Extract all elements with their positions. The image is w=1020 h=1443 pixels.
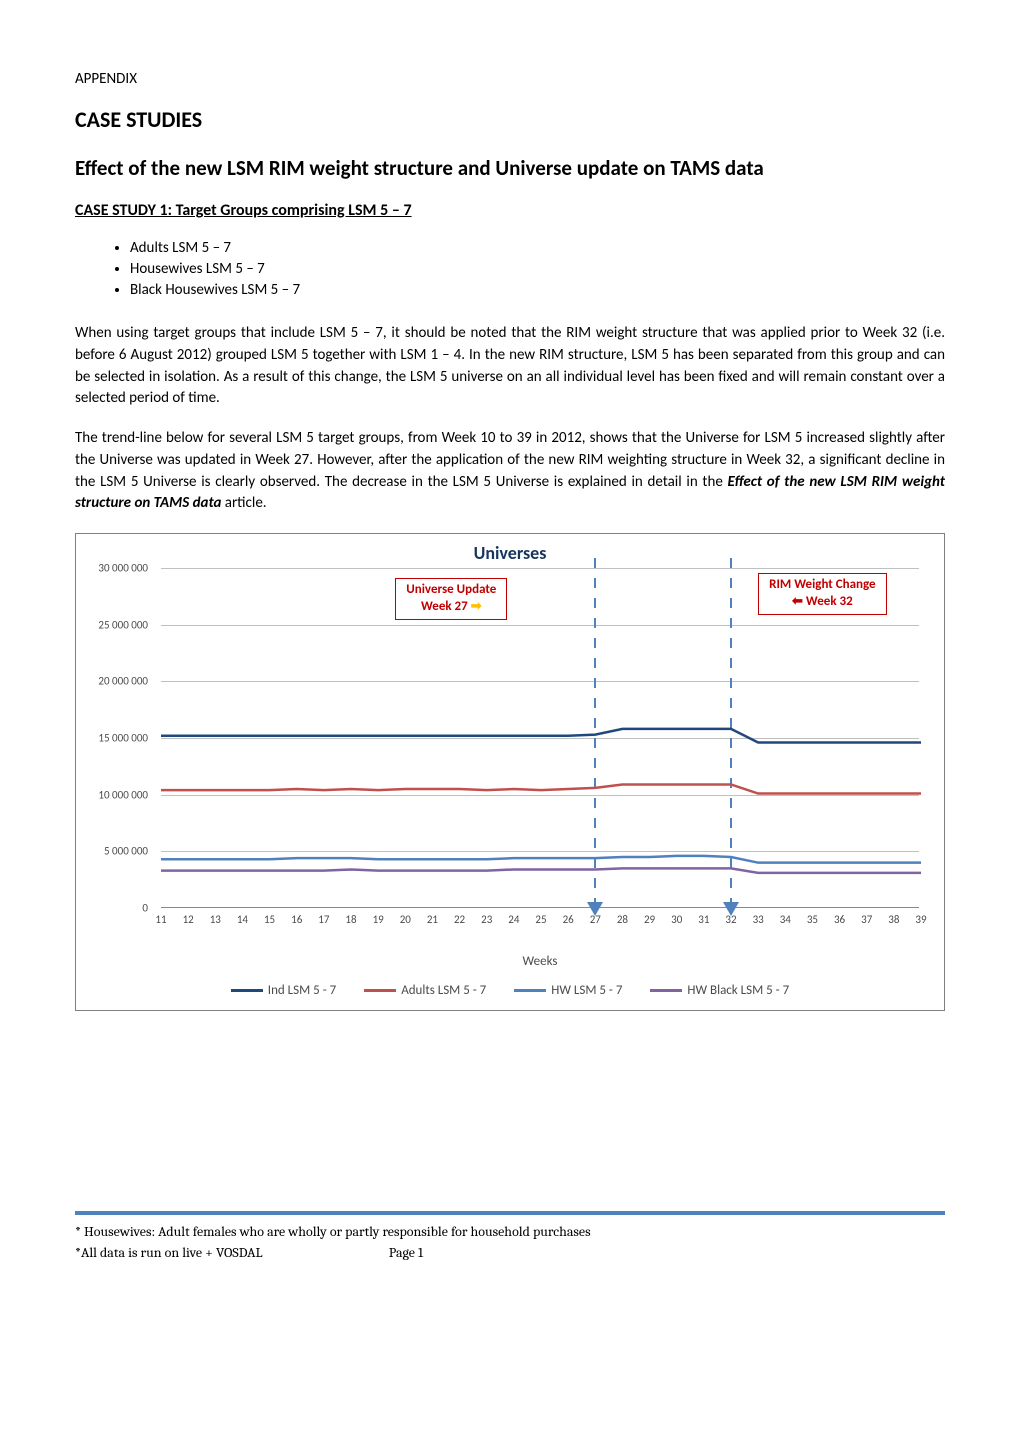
x-tick-label: 37 — [861, 913, 872, 926]
x-tick-label: 27 — [590, 913, 601, 926]
y-axis: 05 000 00010 000 00015 000 00020 000 000… — [81, 568, 156, 908]
x-tick-label: 34 — [780, 913, 791, 926]
x-tick-label: 24 — [508, 913, 519, 926]
x-tick-label: 18 — [345, 913, 356, 926]
universes-chart: Universes 0 5 000 000 10 000 000 15 000 000… — [75, 533, 945, 1011]
legend-item-hw_lsm: HW LSM 5 - 7 — [514, 983, 622, 998]
x-tick-label: 29 — [644, 913, 655, 926]
legend-label: Ind LSM 5 - 7 — [268, 983, 336, 998]
chart-lines-svg — [161, 568, 921, 908]
x-tick-label: 31 — [698, 913, 709, 926]
x-tick-label: 17 — [318, 913, 329, 926]
series-line-ind_lsm — [161, 729, 921, 743]
series-line-hw_lsm — [161, 856, 921, 863]
x-tick-label: 39 — [915, 913, 926, 926]
y-tick-label: 30 000 000 — [98, 562, 148, 575]
x-tick-label: 38 — [888, 913, 899, 926]
y-tick-label: 25 000 000 — [98, 618, 148, 631]
x-tick-label: 22 — [454, 913, 465, 926]
footer-data-note: *All data is run on live + VOSDAL — [75, 1244, 263, 1261]
x-tick-label: 11 — [155, 913, 166, 926]
legend-label: Adults LSM 5 - 7 — [401, 983, 486, 998]
x-tick-label: 20 — [400, 913, 411, 926]
x-tick-label: 33 — [753, 913, 764, 926]
paragraph-2: The trend-line below for several LSM 5 t… — [75, 428, 945, 515]
x-tick-label: 21 — [427, 913, 438, 926]
legend-item-adults_lsm: Adults LSM 5 - 7 — [364, 983, 486, 998]
appendix-label: APPENDIX — [75, 70, 945, 88]
bullet-item: Housewives LSM 5 – 7 — [130, 259, 945, 280]
x-tick-label: 28 — [617, 913, 628, 926]
x-axis: 1112131415161718192021222324252627282930… — [161, 913, 919, 928]
x-tick-label: 35 — [807, 913, 818, 926]
plot-area: Universe UpdateWeek 27 ➡RIM Weight Chang… — [161, 568, 919, 908]
x-tick-label: 32 — [725, 913, 736, 926]
bullet-list: Adults LSM 5 – 7 Housewives LSM 5 – 7 Bl… — [130, 238, 945, 301]
bullet-item: Black Housewives LSM 5 – 7 — [130, 280, 945, 301]
x-tick-label: 13 — [210, 913, 221, 926]
x-tick-label: 14 — [237, 913, 248, 926]
footer-separator — [75, 1211, 945, 1215]
series-line-hw_black_lsm — [161, 868, 921, 873]
legend-swatch — [650, 989, 682, 992]
x-tick-label: 25 — [535, 913, 546, 926]
sub-heading: Effect of the new LSM RIM weight structu… — [75, 155, 945, 181]
main-heading: CASE STUDIES — [75, 106, 945, 133]
series-line-adults_lsm — [161, 784, 921, 793]
legend-item-hw_black_lsm: HW Black LSM 5 - 7 — [650, 983, 789, 998]
legend-label: HW Black LSM 5 - 7 — [687, 983, 789, 998]
x-tick-label: 12 — [183, 913, 194, 926]
paragraph-2-end: article. — [221, 494, 266, 512]
footer-line-2: *All data is run on live + VOSDAL Page 1 — [75, 1242, 945, 1263]
legend-swatch — [231, 989, 263, 992]
y-tick-label: 0 — [142, 902, 148, 915]
x-tick-label: 15 — [264, 913, 275, 926]
legend-swatch — [364, 989, 396, 992]
x-tick-label: 19 — [373, 913, 384, 926]
y-tick-label: 10 000 000 — [98, 788, 148, 801]
legend-swatch — [514, 989, 546, 992]
case-study-title: CASE STUDY 1: Target Groups comprising L… — [75, 201, 945, 220]
x-axis-title: Weeks — [136, 948, 944, 975]
y-tick-label: 15 000 000 — [98, 732, 148, 745]
chart-title: Universes — [76, 534, 944, 568]
x-tick-label: 36 — [834, 913, 845, 926]
paragraph-1: When using target groups that include LS… — [75, 323, 945, 410]
y-tick-label: 5 000 000 — [104, 845, 148, 858]
x-tick-label: 23 — [481, 913, 492, 926]
bullet-item: Adults LSM 5 – 7 — [130, 238, 945, 259]
legend-label: HW LSM 5 - 7 — [551, 983, 622, 998]
x-tick-label: 26 — [563, 913, 574, 926]
x-tick-label: 30 — [671, 913, 682, 926]
page-number: Page 1 — [389, 1244, 423, 1261]
legend-item-ind_lsm: Ind LSM 5 - 7 — [231, 983, 336, 998]
footer-line-1: * Housewives: Adult females who are whol… — [75, 1221, 945, 1242]
y-tick-label: 20 000 000 — [98, 675, 148, 688]
x-tick-label: 16 — [291, 913, 302, 926]
chart-legend: Ind LSM 5 - 7 Adults LSM 5 - 7 HW LSM 5 - … — [76, 975, 944, 1010]
chart-area: 0 5 000 000 10 000 000 15 000 000 20 000 000… — [81, 568, 929, 948]
